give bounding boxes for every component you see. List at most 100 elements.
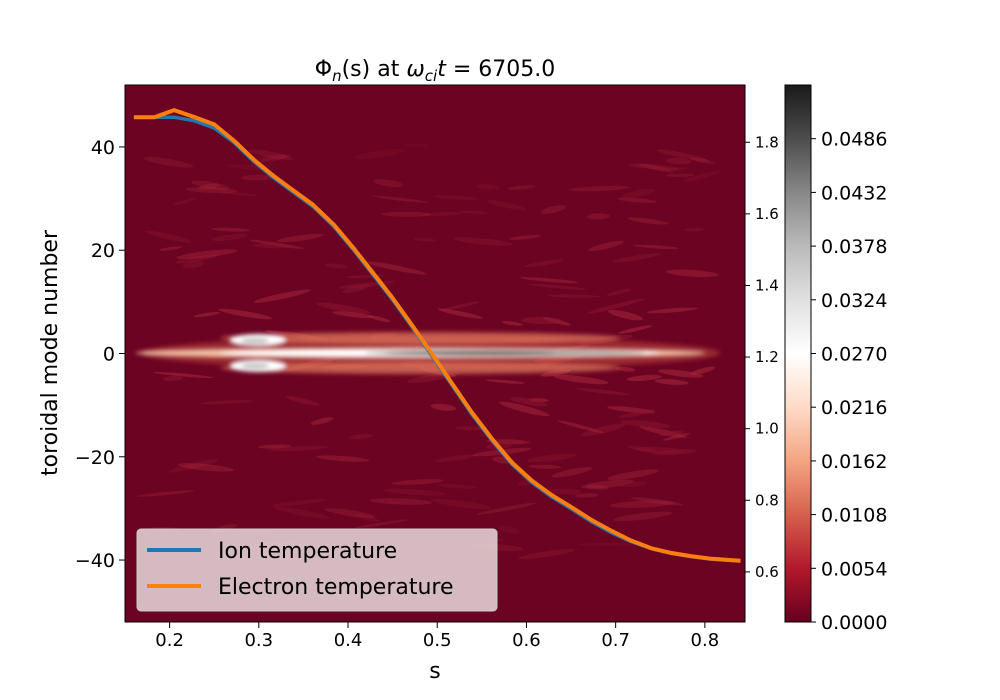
x-tick-label: 0.4 [334,630,363,651]
texture-streak [547,294,601,298]
texture-streak [485,379,525,384]
texture-streak [413,237,436,242]
texture-streak [617,197,657,203]
texture-streak [316,455,370,462]
x-axis: 0.2 0.3 0.4 0.5 0.6 0.7 0.8 [155,622,719,651]
colorbar-tick-label: 0.0486 [821,129,887,151]
texture-streak [588,240,624,251]
texture-streak [173,198,197,206]
texture-streak [438,301,480,312]
x-axis-label: s [429,659,440,684]
texture-streak [458,210,488,215]
texture-streak [383,488,447,496]
y-tick-label: 40 [91,137,115,159]
texture-streak [433,195,479,200]
texture-streak [657,167,689,172]
texture-streak [581,423,626,437]
texture-streak [310,417,334,425]
texture-streak [193,312,221,318]
mode-n0-dark [385,351,555,355]
texture-streak [586,484,609,490]
colorbar-tick-label: 0.0324 [821,290,887,312]
texture-streak [666,173,694,177]
y-axis-label: toroidal mode number [38,229,63,476]
texture-streak [185,187,238,194]
texture-streak [136,490,195,497]
texture-streak [476,502,537,515]
colorbar-tick-label: 0.0216 [821,397,887,419]
texture-streak [638,163,674,173]
texture-streak [628,163,680,171]
texture-streak [577,388,630,396]
right-tick-label: 0.6 [755,563,779,581]
texture-streak [619,409,656,418]
right-tick-label: 1.4 [755,276,779,294]
texture-streak [368,315,391,323]
chart-title: Φn(s) at ωcit = 6705.0 [315,57,555,85]
texture-streak [152,371,214,379]
y-axis: −40 −20 0 20 40 [75,137,125,572]
texture-streak [342,284,371,294]
texture-streak [541,205,567,214]
series-line-electron [133,108,741,563]
y-tick-label: −20 [75,447,115,469]
x-tick-label: 0.5 [423,630,452,651]
texture-streak [627,445,656,453]
texture-streak [508,185,536,190]
texture-streak [191,180,230,190]
texture-streak [606,288,632,296]
texture-streak [618,325,653,334]
texture-streak [182,261,204,268]
texture-streak [657,369,704,378]
texture-streak [690,157,715,164]
texture-streak [553,374,609,385]
texture-streak [569,185,630,192]
texture-streak [508,234,541,240]
texture-streak [510,397,548,407]
mode-lobe-upper-core [241,338,269,344]
mode-band-lower [220,362,620,374]
texture-streak [622,188,656,198]
right-tick-label: 1.8 [755,133,779,151]
texture-streak [168,459,218,473]
texture-streak [615,366,636,372]
texture-streak [198,183,220,190]
texture-streak [654,379,689,385]
texture-streak [437,308,483,319]
legend-box [136,528,498,612]
texture-streak [612,253,662,263]
texture-streak [518,549,575,560]
texture-streak [683,171,721,182]
texture-streak [332,311,374,319]
x-tick-label: 0.7 [601,630,630,651]
texture-streak [578,542,638,547]
x-tick-label: 0.3 [244,630,273,651]
texture-streak [486,200,527,211]
texture-streak [372,195,429,203]
texture-streak [646,307,698,314]
texture-streak [253,289,311,303]
texture-streak [273,506,331,519]
legend-label-electron: Electron temperature [218,575,454,600]
mode-lobe-lower-core [241,363,269,369]
texture-streak [528,464,562,469]
texture-streak [162,375,183,382]
colorbar: 0.0000 0.0054 0.0108 0.0162 0.0216 0.0270 0.03… [784,84,887,634]
colorbar-tick-label: 0.0270 [821,344,887,366]
texture-streak [617,481,647,487]
colorbar-tick-label: 0.0108 [821,505,887,527]
texture-streak [528,283,586,290]
texture-streak [373,179,404,187]
texture-streak [499,401,550,417]
texture-streak [631,497,684,506]
texture-streak [684,227,705,232]
x-tick-label: 0.2 [155,630,184,651]
texture-streak [354,514,380,522]
texture-streak [690,366,716,375]
x-tick-label: 0.6 [512,630,541,651]
heatmap-texture [136,143,721,560]
texture-streak [665,157,692,165]
texture-streak [176,249,238,259]
texture-streak [520,277,579,284]
